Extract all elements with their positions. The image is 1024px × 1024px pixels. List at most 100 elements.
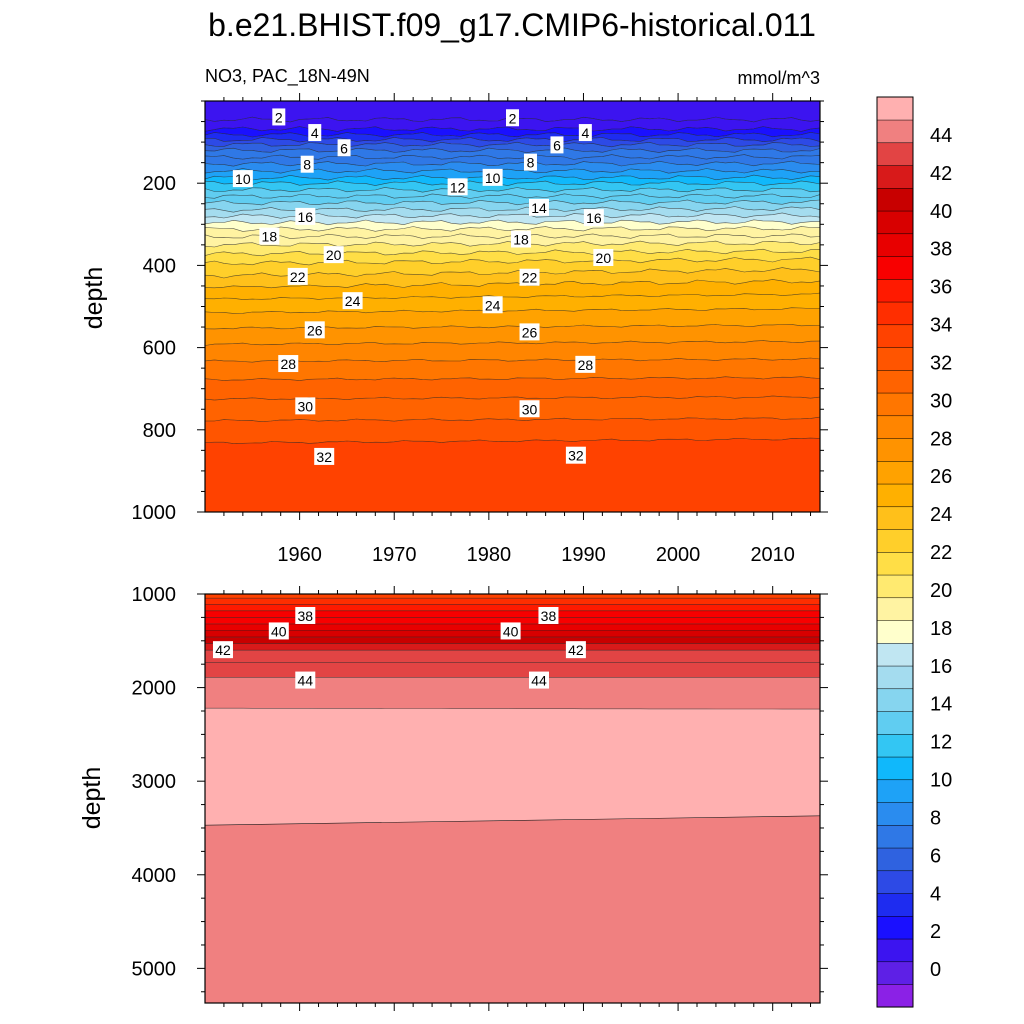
colorbar-swatch bbox=[876, 392, 914, 417]
contour-band bbox=[205, 126, 820, 138]
contour-label-text: 18 bbox=[262, 229, 278, 245]
contour-line bbox=[205, 199, 820, 206]
contour-band bbox=[205, 142, 820, 153]
colorbar-tick-label: 6 bbox=[930, 845, 941, 867]
contour-band bbox=[205, 137, 820, 148]
contour-band bbox=[205, 168, 820, 181]
contour-line bbox=[205, 279, 820, 289]
contour-label: 18 bbox=[511, 230, 532, 248]
colorbar-swatch bbox=[876, 938, 914, 963]
colorbar-swatch bbox=[876, 824, 914, 849]
contour-line bbox=[205, 256, 820, 266]
y-tick-label: 2000 bbox=[132, 678, 177, 700]
contour-band bbox=[205, 219, 820, 232]
y-tick-label: 800 bbox=[143, 420, 176, 442]
contour-band bbox=[205, 662, 820, 678]
contour-label-text: 24 bbox=[485, 297, 501, 313]
contour-label: 24 bbox=[482, 296, 503, 314]
colorbar-swatch bbox=[876, 961, 914, 985]
x-tick-label: 1990 bbox=[561, 544, 606, 566]
contour-label-text: 20 bbox=[596, 250, 612, 266]
contour-label: 4 bbox=[578, 124, 592, 142]
colorbar-swatch bbox=[876, 574, 914, 599]
contour-line bbox=[205, 248, 820, 257]
x-tick-label: 2010 bbox=[750, 544, 795, 566]
y-tick-label: 3000 bbox=[132, 771, 177, 793]
contour-line bbox=[205, 147, 820, 154]
contour-band bbox=[205, 206, 820, 219]
chart-title: b.e21.BHIST.f09_g17.CMIP6-historical.011 bbox=[208, 7, 816, 43]
colorbar-frame bbox=[876, 96, 914, 1008]
colorbar-swatch bbox=[876, 711, 914, 735]
contour-label: 20 bbox=[323, 246, 344, 264]
contour-band bbox=[205, 241, 820, 256]
contour-label: 22 bbox=[287, 267, 308, 285]
contour-label-text: 4 bbox=[581, 125, 589, 141]
contour-label: 26 bbox=[519, 323, 540, 341]
contour-label-text: 32 bbox=[568, 448, 584, 464]
contour-band bbox=[205, 358, 820, 381]
contour-label: 30 bbox=[295, 397, 316, 415]
contour-band bbox=[205, 395, 820, 422]
contour-band bbox=[205, 340, 820, 363]
contour-label-text: 8 bbox=[303, 157, 311, 173]
contour-band bbox=[205, 438, 820, 512]
contour-label-text: 32 bbox=[316, 449, 332, 465]
contour-label: 2 bbox=[506, 109, 519, 127]
colorbar-tick-label: 38 bbox=[930, 239, 952, 261]
colorbar-tick-label: 0 bbox=[930, 959, 941, 981]
y-tick-label: 600 bbox=[143, 338, 176, 360]
colorbar-tick-label: 34 bbox=[930, 315, 952, 337]
colorbar-tick-label: 42 bbox=[930, 163, 952, 185]
contour-line bbox=[205, 307, 820, 314]
y-tick-label: 1000 bbox=[132, 502, 177, 524]
contour-label: 40 bbox=[268, 622, 289, 640]
contour-band bbox=[205, 417, 820, 444]
contour-label: 26 bbox=[304, 321, 325, 339]
contour-label: 44 bbox=[295, 671, 316, 689]
colorbar-swatch bbox=[876, 165, 914, 189]
contour-line bbox=[205, 136, 820, 143]
colorbar-swatch bbox=[876, 369, 914, 394]
variable-label: NO3, PAC_18N-49N bbox=[205, 66, 370, 87]
contour-label: 16 bbox=[295, 207, 316, 225]
contour-line bbox=[205, 180, 820, 186]
contour-label-text: 44 bbox=[298, 673, 314, 689]
x-tick-label: 1970 bbox=[372, 544, 417, 566]
contour-label-text: 42 bbox=[568, 642, 584, 658]
contour-line bbox=[205, 376, 820, 381]
contour-label-text: 40 bbox=[271, 623, 287, 639]
contour-label-text: 8 bbox=[527, 155, 535, 171]
contour-band bbox=[205, 594, 820, 599]
contour-label-text: 6 bbox=[340, 140, 348, 156]
colorbar-swatch bbox=[876, 779, 914, 803]
contour-label-text: 12 bbox=[450, 179, 466, 195]
x-tick-label: 2000 bbox=[656, 544, 701, 566]
colorbar-swatch bbox=[876, 142, 914, 166]
contour-label-text: 2 bbox=[509, 110, 517, 126]
y-tick-label: 400 bbox=[143, 255, 176, 277]
plot-frame bbox=[204, 593, 821, 1004]
contour-line bbox=[205, 707, 820, 710]
contour-label: 12 bbox=[447, 178, 468, 196]
colorbar-swatch bbox=[876, 96, 914, 121]
contour-line bbox=[205, 815, 820, 826]
contour-fill-group bbox=[205, 594, 820, 1003]
contour-band bbox=[205, 257, 820, 278]
contour-line bbox=[205, 357, 820, 363]
contour-band bbox=[205, 637, 820, 644]
colorbar-tick-label: 24 bbox=[930, 504, 952, 526]
colorbar-swatch bbox=[876, 665, 914, 690]
colorbar-swatch bbox=[876, 802, 914, 826]
contour-label-text: 16 bbox=[298, 209, 314, 225]
colorbar-tick-label: 40 bbox=[930, 201, 952, 223]
contour-band bbox=[205, 610, 820, 618]
contour-label-text: 26 bbox=[307, 322, 323, 338]
colorbar-swatch bbox=[876, 688, 914, 712]
contour-label: 24 bbox=[342, 292, 363, 310]
contour-label: 10 bbox=[232, 170, 253, 188]
contour-label-text: 6 bbox=[553, 137, 561, 153]
colorbar-swatch bbox=[876, 233, 914, 257]
contour-line bbox=[205, 416, 820, 423]
